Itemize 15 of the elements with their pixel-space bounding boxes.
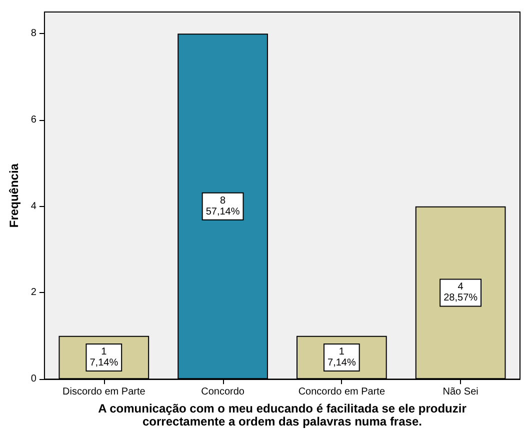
y-tick-label: 2 [30, 287, 37, 298]
y-tick-label: 0 [30, 374, 37, 385]
x-tick-label: Concordo em Parte [298, 386, 386, 398]
y-tick-label: 8 [30, 28, 37, 40]
data-label: 4 28,57% [444, 282, 478, 304]
y-tick-label: 4 [30, 200, 37, 212]
data-label: 8 57,14% [206, 195, 240, 218]
data-label: 1 7,14% [90, 346, 118, 369]
x-axis-title: A comunicação com o meu educando é facilitada se ele produzir correctamente a ordem das palavras numa frase. [98, 402, 467, 428]
x-tick-label: Concordo [201, 386, 245, 398]
x-tick-label: Discordo em Parte [62, 386, 146, 398]
data-label: 1 7,14% [327, 346, 356, 369]
y-axis-title: Frequência [7, 163, 21, 228]
x-tick-label: Não Sei [442, 386, 478, 398]
y-tick-label: 6 [30, 114, 37, 126]
